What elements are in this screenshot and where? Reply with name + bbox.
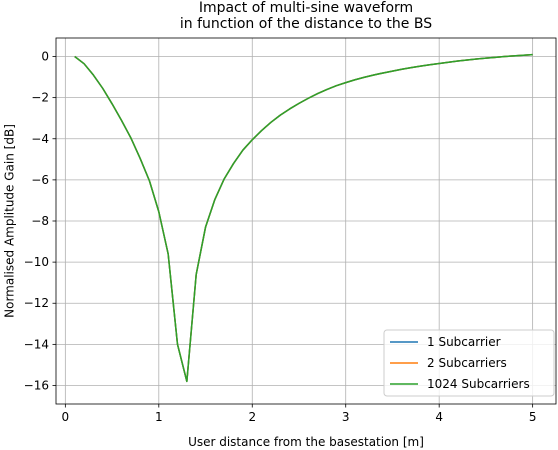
y-tick-label: −14 xyxy=(24,337,49,351)
x-tick-label: 4 xyxy=(435,410,443,424)
chart-title: Impact of multi-sine waveform in function… xyxy=(180,0,432,32)
series-layer xyxy=(74,53,533,383)
x-tick-label: 0 xyxy=(62,410,70,424)
y-tick-label: −4 xyxy=(31,132,49,146)
x-tick-label: 3 xyxy=(342,410,350,424)
y-tick-label: −6 xyxy=(31,173,49,187)
y-tick-label: −16 xyxy=(24,378,49,392)
axis-ticks: 0 1 2 3 4 5 0 −2 −4 −6 −8 −10 −12 −14 −16 xyxy=(24,50,537,424)
series-line-3 xyxy=(74,53,533,383)
legend: 1 Subcarrier 2 Subcarriers 1024 Subcarrier… xyxy=(383,329,555,397)
y-tick-label: −12 xyxy=(24,296,49,310)
y-tick-label: 0 xyxy=(41,50,49,64)
y-tick-label: −10 xyxy=(24,255,49,269)
x-tick-label: 1 xyxy=(155,410,163,424)
x-tick-label: 2 xyxy=(248,410,256,424)
grid xyxy=(56,38,556,404)
y-axis-label: Normalised Amplitude Gain [dB] xyxy=(3,124,17,318)
chart-title-line: in function of the distance to the BS xyxy=(180,16,432,32)
x-tick-label: 5 xyxy=(529,410,537,424)
legend-label: 2 Subcarriers xyxy=(427,356,507,370)
y-tick-label: −2 xyxy=(31,91,49,105)
chart-title-line: Impact of multi-sine waveform xyxy=(199,0,413,16)
legend-label: 1024 Subcarriers xyxy=(427,377,530,391)
x-axis-label: User distance from the basestation [m] xyxy=(188,435,424,449)
y-tick-label: −8 xyxy=(31,214,49,228)
legend-box xyxy=(383,329,555,397)
legend-label: 1 Subcarrier xyxy=(427,335,501,349)
